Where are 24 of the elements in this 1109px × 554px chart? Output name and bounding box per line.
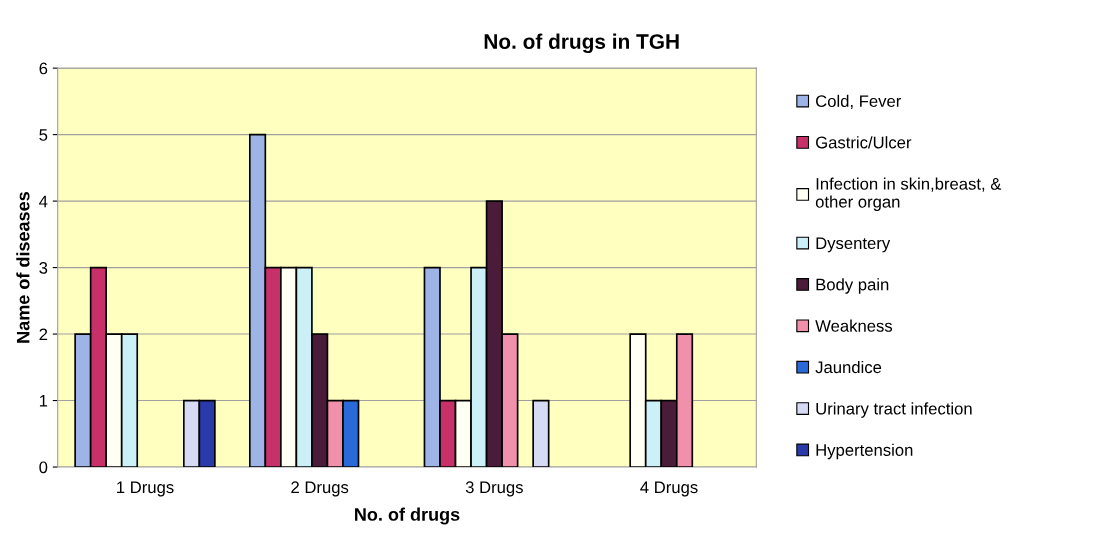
legend-label: Cold, Fever	[816, 94, 902, 109]
legend-label: Jaundice	[815, 360, 882, 374]
legend-label: Weakness	[815, 319, 893, 332]
legend-label: Infection in skin,breast, & other organ	[815, 177, 1002, 211]
y-tick-label: 4	[39, 195, 48, 208]
y-tick-label: 2	[39, 328, 48, 341]
legend-label: Urinary tract infection	[816, 402, 972, 418]
bar	[532, 399, 550, 468]
y-tick-label: 1	[39, 395, 48, 407]
x-tick-label: 1 Drugs	[117, 481, 174, 497]
y-tick-label: 6	[39, 62, 48, 75]
x-axis-title: No. of drugs	[355, 507, 460, 525]
x-tick-label: 3 Drugs	[465, 481, 523, 497]
y-axis-title: Name of diseases	[16, 192, 30, 343]
chart-title: No. of drugs in TGH	[484, 33, 679, 54]
legend-label: Gastric/Ulcer	[816, 136, 912, 149]
y-tick-label: 0	[39, 461, 48, 474]
y-tick-label: 5	[39, 129, 48, 141]
x-tick-label: 2 Drugs	[291, 481, 349, 497]
x-tick-label: 4 Drugs	[640, 481, 698, 497]
y-tick-label: 3	[39, 261, 48, 274]
legend-label: Hypertension	[816, 443, 913, 460]
legend-label: Body pain	[816, 278, 889, 294]
legend-label: Dysentery	[816, 237, 891, 253]
